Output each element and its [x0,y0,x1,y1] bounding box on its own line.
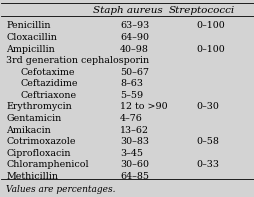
Text: Ampicillin: Ampicillin [6,45,55,54]
Text: Ceftazidime: Ceftazidime [20,79,77,88]
Text: Cloxacillin: Cloxacillin [6,33,57,42]
Text: 0–58: 0–58 [196,137,219,146]
Text: Ciprofloxacin: Ciprofloxacin [6,149,71,158]
Text: 64–85: 64–85 [119,172,148,181]
Text: Gentamicin: Gentamicin [6,114,61,123]
Text: Chloramphenicol: Chloramphenicol [6,160,89,169]
Text: 40–98: 40–98 [119,45,148,54]
Text: 8–63: 8–63 [119,79,142,88]
Text: 4–76: 4–76 [119,114,142,123]
Text: 50–67: 50–67 [119,68,148,77]
Text: Streptococci: Streptococci [168,6,234,15]
Text: 30–83: 30–83 [119,137,148,146]
Text: 0–100: 0–100 [196,21,225,31]
Text: 13–62: 13–62 [119,126,148,135]
Text: Methicillin: Methicillin [6,172,58,181]
Text: Penicillin: Penicillin [6,21,51,31]
Text: Cefotaxime: Cefotaxime [20,68,74,77]
Text: 5–59: 5–59 [119,91,142,100]
Text: 0–30: 0–30 [196,102,219,112]
Text: Values are percentages.: Values are percentages. [6,185,116,193]
Text: Cotrimoxazole: Cotrimoxazole [6,137,76,146]
Text: Ceftriaxone: Ceftriaxone [20,91,76,100]
Text: 30–60: 30–60 [119,160,148,169]
Text: 12 to >90: 12 to >90 [119,102,167,112]
Text: 0–33: 0–33 [196,160,219,169]
Text: 64–90: 64–90 [119,33,148,42]
Text: 3–45: 3–45 [119,149,142,158]
Text: 3rd generation cephalosporin: 3rd generation cephalosporin [6,56,149,65]
Text: 0–100: 0–100 [196,45,225,54]
Text: Erythromycin: Erythromycin [6,102,72,112]
Text: 63–93: 63–93 [119,21,149,31]
Text: Staph aureus: Staph aureus [92,6,162,15]
Text: Amikacin: Amikacin [6,126,51,135]
